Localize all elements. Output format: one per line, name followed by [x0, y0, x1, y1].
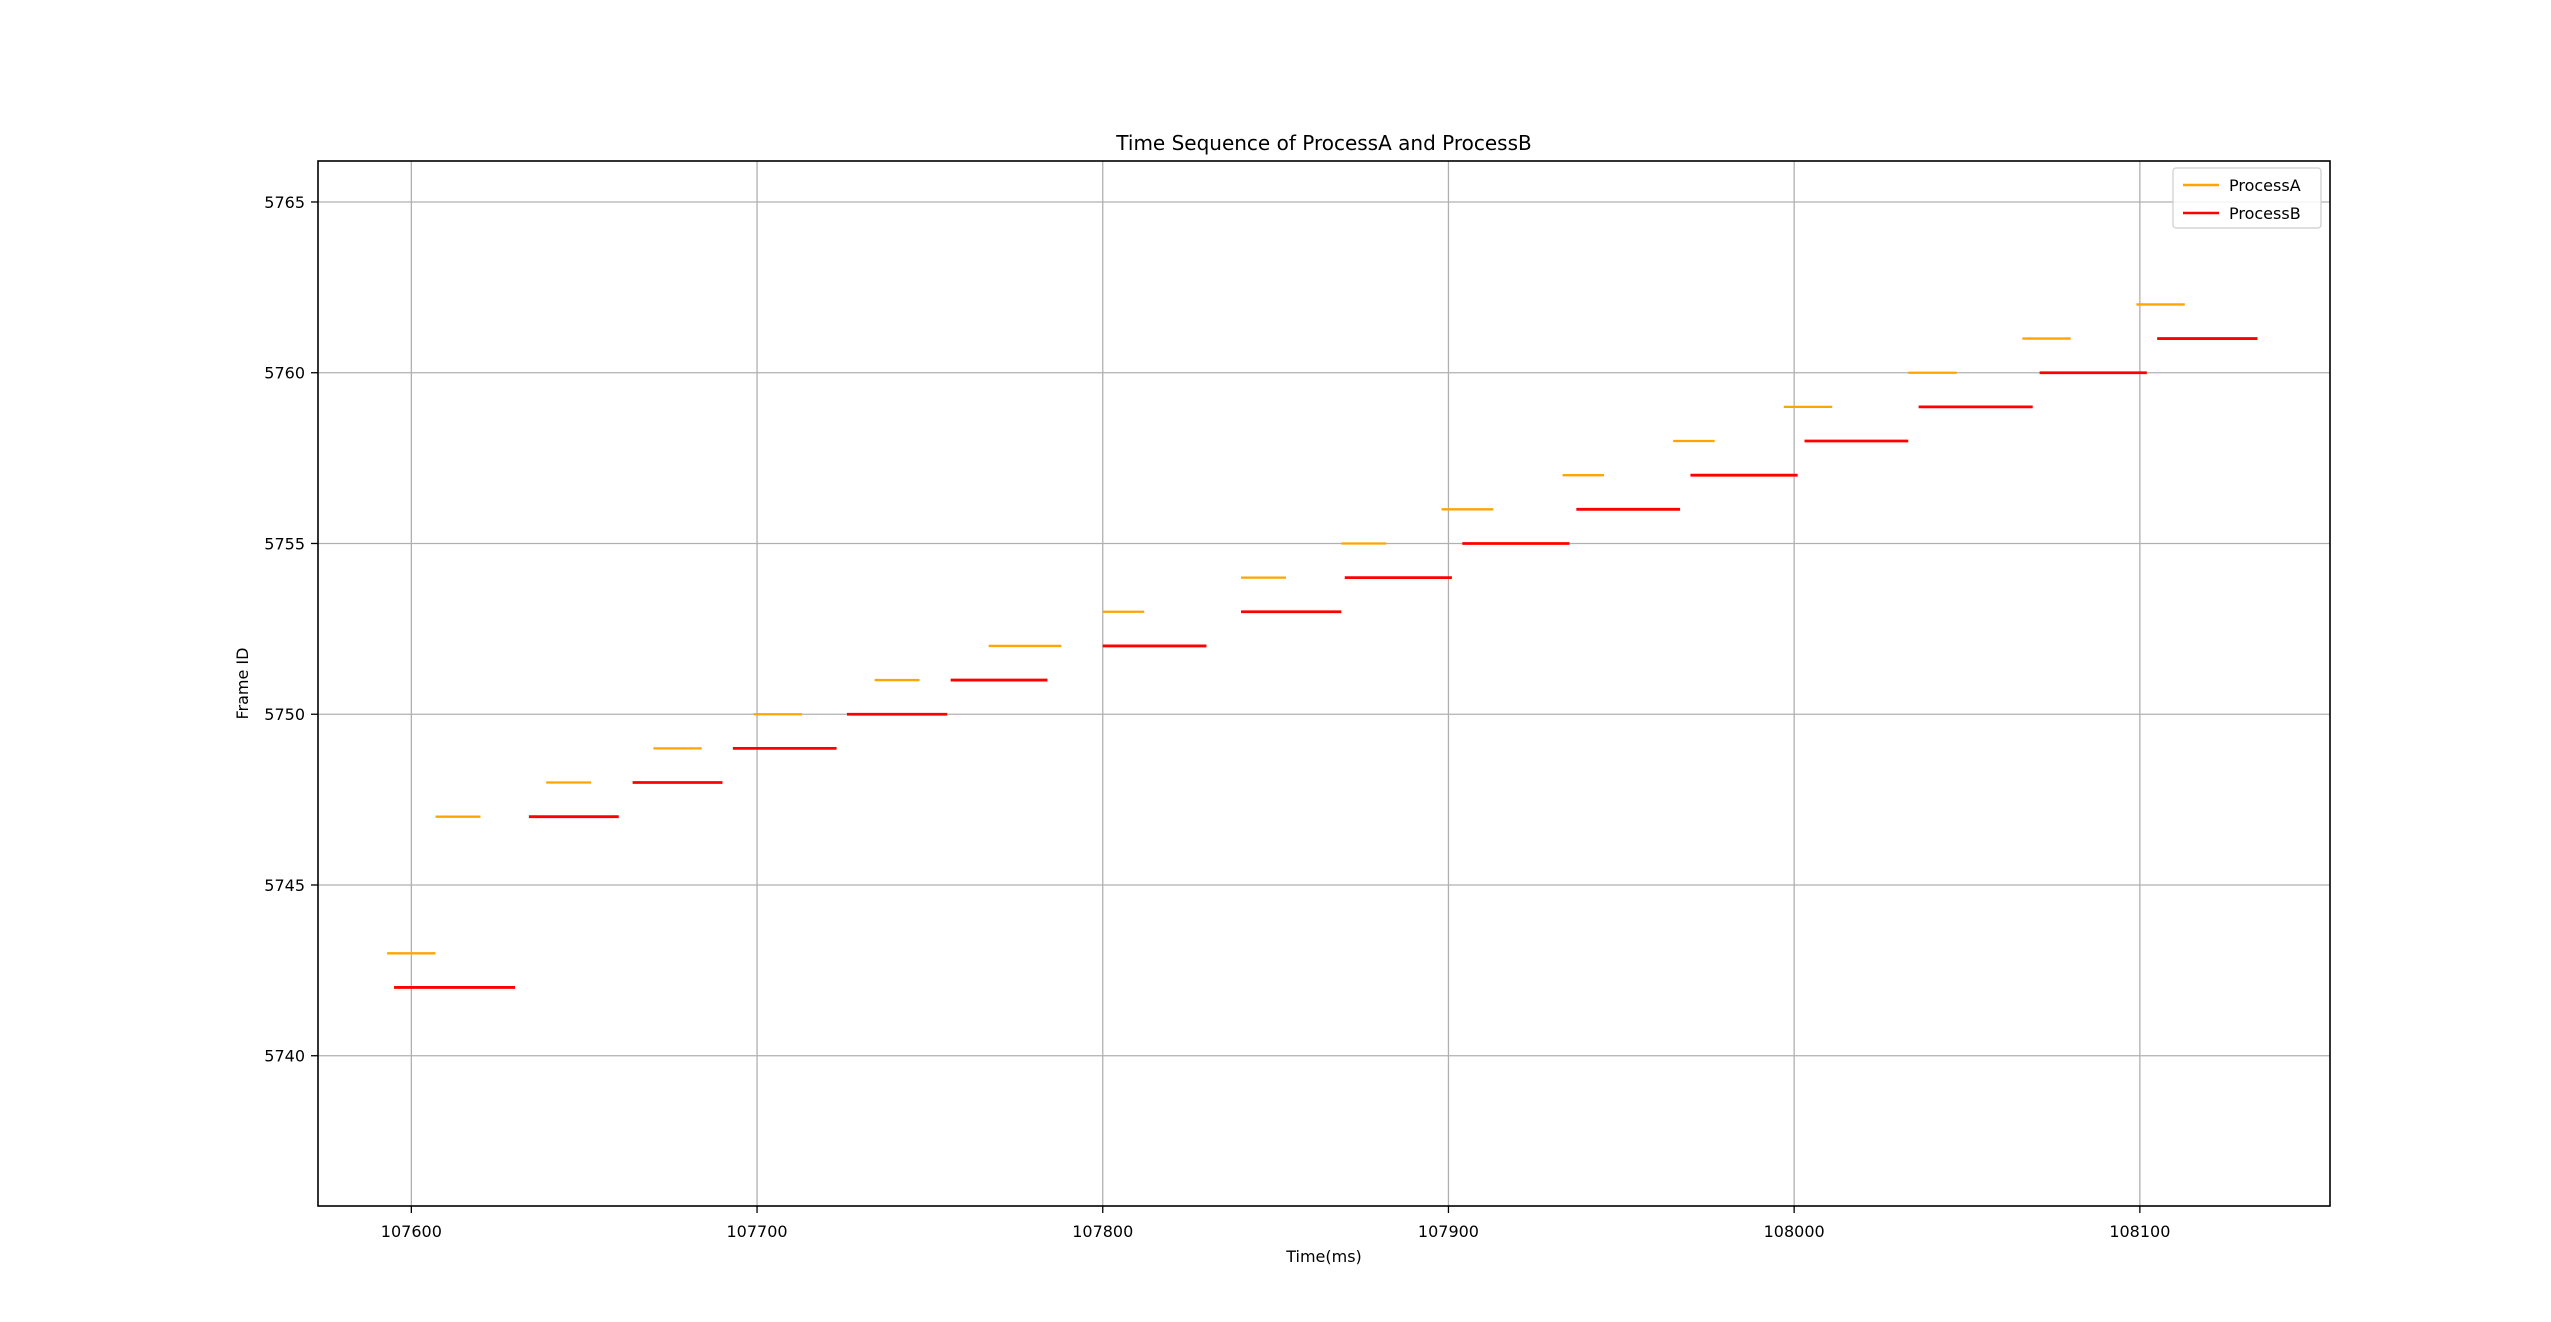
y-tick-label: 5745: [264, 876, 305, 895]
x-tick-label: 108100: [2109, 1222, 2170, 1241]
plot-frame: [317, 160, 2331, 1207]
y-tick-label: 5765: [264, 193, 305, 212]
chart-title: Time Sequence of ProcessA and ProcessB: [1115, 131, 1531, 155]
x-tick-label: 107600: [381, 1222, 442, 1241]
x-tick-label: 107700: [727, 1222, 788, 1241]
legend: ProcessA ProcessB: [2172, 167, 2322, 229]
y-axis: 5740 5745 5750 5755 5760 5765: [264, 193, 318, 1066]
x-axis: 107600 107700 107800 107900 108000 108100: [381, 1206, 2170, 1241]
x-axis-label: Time(ms): [1285, 1247, 1362, 1266]
y-tick-label: 5755: [264, 534, 305, 553]
y-tick-label: 5750: [264, 705, 305, 724]
legend-label-processa: ProcessA: [2229, 176, 2301, 195]
legend-label-processb: ProcessB: [2229, 204, 2301, 223]
series-processb: [394, 337, 2258, 989]
grid: [318, 161, 2330, 1206]
x-tick-label: 107800: [1072, 1222, 1133, 1241]
series-layer: [387, 303, 2258, 989]
y-axis-label: Frame ID: [233, 648, 252, 720]
series-processa: [387, 303, 2185, 955]
y-tick-label: 5740: [264, 1047, 305, 1066]
x-tick-label: 107900: [1418, 1222, 1479, 1241]
y-tick-label: 5760: [264, 364, 305, 383]
x-tick-label: 108000: [1764, 1222, 1825, 1241]
